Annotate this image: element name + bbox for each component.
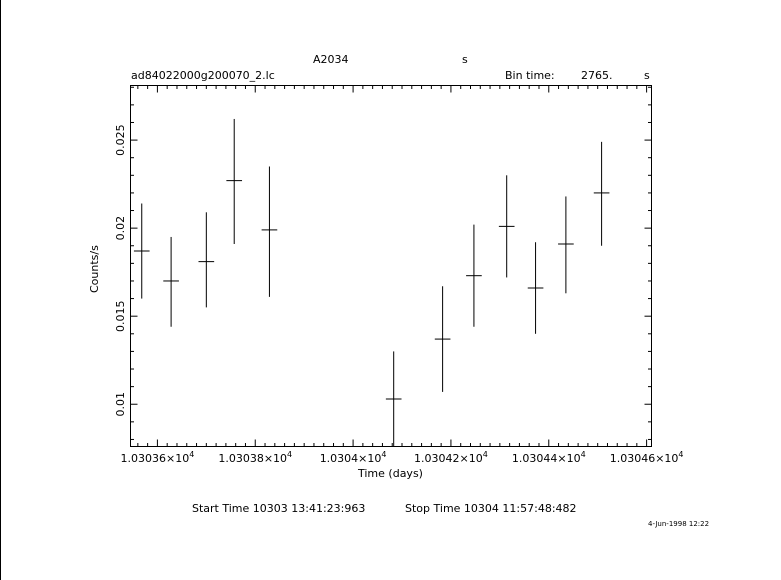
plot-frame <box>130 85 652 447</box>
data-point <box>226 118 243 244</box>
data-point <box>163 236 179 327</box>
data-point <box>498 175 515 278</box>
bin-time-unit: s <box>644 69 650 82</box>
stop-time: Stop Time 10304 11:57:48:482 <box>405 502 577 515</box>
axis-ticks <box>130 85 652 447</box>
y-axis-label: Counts/s <box>88 245 101 293</box>
y-tick-label: 0.01 <box>114 392 127 417</box>
data-point <box>466 224 482 327</box>
data-point <box>198 212 215 308</box>
chart-title-suffix: s <box>462 53 468 66</box>
data-point <box>593 141 610 246</box>
y-tick-label: 0.025 <box>114 124 127 156</box>
x-tick-label: 1.03046×104 <box>610 450 684 465</box>
data-point <box>261 166 278 297</box>
x-tick-label: 1.03038×104 <box>218 450 292 465</box>
data-point <box>558 196 574 294</box>
x-tick-label: 1.0304×104 <box>320 450 387 465</box>
y-tick-labels: 0.01 0.015 0.02 0.025 <box>114 124 127 416</box>
data-point <box>527 242 544 334</box>
data-points <box>133 118 610 447</box>
bin-time-label: Bin time: <box>505 69 555 82</box>
file-name: ad84022000g200070_2.lc <box>131 69 275 82</box>
date-stamp: 4-Jun-1998 12:22 <box>648 520 709 528</box>
y-tick-label: 0.02 <box>114 216 127 241</box>
x-tick-label: 1.03044×104 <box>512 450 586 465</box>
x-axis-label: Time (days) <box>357 467 423 480</box>
y-tick-label: 0.015 <box>114 300 127 332</box>
data-point <box>434 286 451 392</box>
data-point <box>133 203 150 299</box>
chart-title: A2034 <box>313 53 349 66</box>
x-tick-labels: 1.03036×104 1.03038×104 1.0304×104 1.03042×… <box>121 450 684 465</box>
data-point <box>385 351 402 447</box>
x-tick-label: 1.03042×104 <box>414 450 488 465</box>
start-time: Start Time 10303 13:41:23:963 <box>192 502 365 515</box>
x-tick-label: 1.03036×104 <box>121 450 195 465</box>
bin-time-value: 2765. <box>581 69 613 82</box>
